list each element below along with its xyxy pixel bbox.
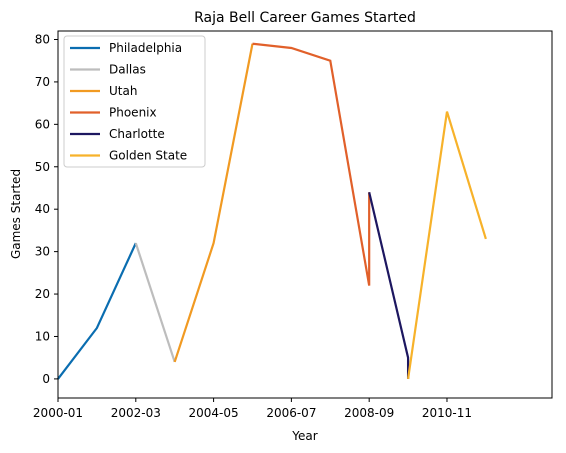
- legend: Philadelphia Dallas Utah Phoenix Charlotte Go…: [63, 35, 206, 168]
- legend-entry: Phoenix: [109, 106, 157, 120]
- series-line-3: [252, 42, 371, 286]
- x-tick-label: 2002-03: [111, 406, 161, 420]
- x-tick-label: 2000-01: [33, 406, 83, 420]
- x-tick-label: 2008-09: [344, 406, 394, 420]
- y-tick-label: 10: [35, 329, 50, 343]
- y-tick-label: 40: [35, 202, 50, 216]
- y-tick-label: 80: [35, 32, 50, 46]
- y-axis-label: Games Started: [9, 169, 23, 259]
- chart-title: Raja Bell Career Games Started: [194, 10, 416, 26]
- legend-entry: Philadelphia: [109, 41, 182, 55]
- y-tick-label: 30: [35, 245, 50, 259]
- series-lines: [57, 42, 487, 380]
- legend-entry: Dallas: [109, 63, 146, 77]
- y-tick-label: 20: [35, 287, 50, 301]
- series-line-4: [368, 191, 410, 379]
- y-tick-label: 60: [35, 117, 50, 131]
- y-tick-label: 0: [42, 372, 50, 386]
- y-axis-ticks: 0 10 20 30 40 50 60 70 80: [35, 32, 58, 386]
- series-line-1: [134, 242, 176, 363]
- legend-box: [63, 35, 206, 168]
- x-tick-label: 2010-11: [422, 406, 472, 420]
- series-line-0: [57, 242, 137, 380]
- y-tick-label: 70: [35, 75, 50, 89]
- series-line-2: [173, 43, 254, 363]
- x-axis-ticks: 2000-01 2002-03 2004-05 2006-07 2008-09 2010-…: [33, 398, 472, 420]
- legend-entry: Charlotte: [109, 127, 165, 141]
- legend-entry: Utah: [109, 84, 137, 98]
- x-axis-label: Year: [291, 429, 317, 443]
- x-tick-label: 2006-07: [266, 406, 316, 420]
- y-tick-label: 50: [35, 160, 50, 174]
- plot-frame: [57, 30, 553, 399]
- series-line-5: [406, 111, 487, 380]
- legend-entry: Golden State: [109, 149, 187, 163]
- x-tick-label: 2004-05: [189, 406, 239, 420]
